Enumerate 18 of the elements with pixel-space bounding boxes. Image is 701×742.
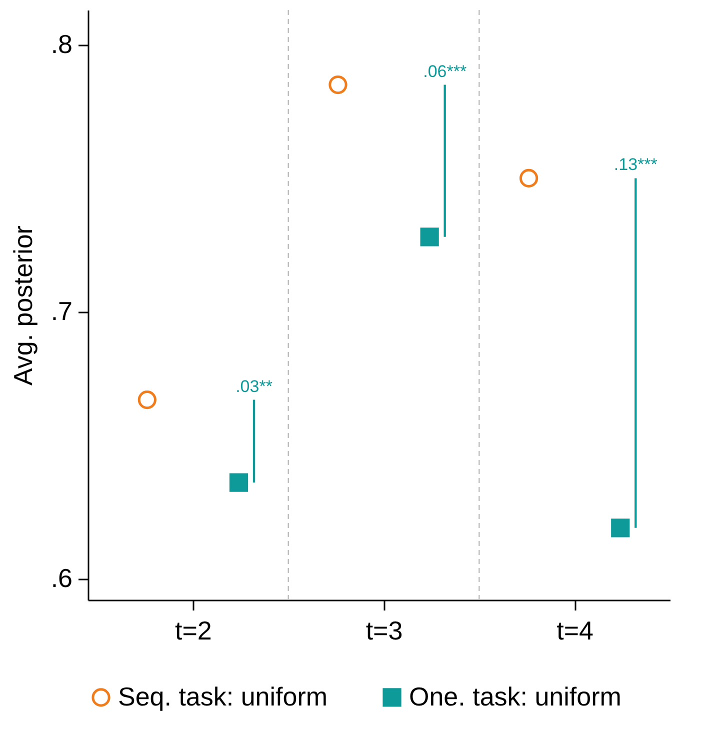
y-tick-label: .6 <box>50 563 72 594</box>
x-tick-label: t=4 <box>556 616 594 646</box>
y-tick-label: .7 <box>50 296 72 326</box>
point <box>519 168 538 188</box>
point <box>420 228 439 246</box>
x-tick-label: t=3 <box>366 616 403 646</box>
point <box>611 518 630 538</box>
point <box>229 473 248 492</box>
y-axis-title: Avg. posterior <box>8 225 38 386</box>
x-tick-label: t=2 <box>175 616 212 646</box>
y-tick-label: .8 <box>50 29 72 60</box>
annotation: .06*** <box>423 62 467 81</box>
legend-label: Seq. task: uniform <box>118 681 328 712</box>
annotation: .13*** <box>614 155 658 174</box>
annotation: .03** <box>236 376 273 396</box>
legend-label: One. task: uniform <box>409 681 622 712</box>
point <box>138 390 156 410</box>
point <box>328 75 348 94</box>
